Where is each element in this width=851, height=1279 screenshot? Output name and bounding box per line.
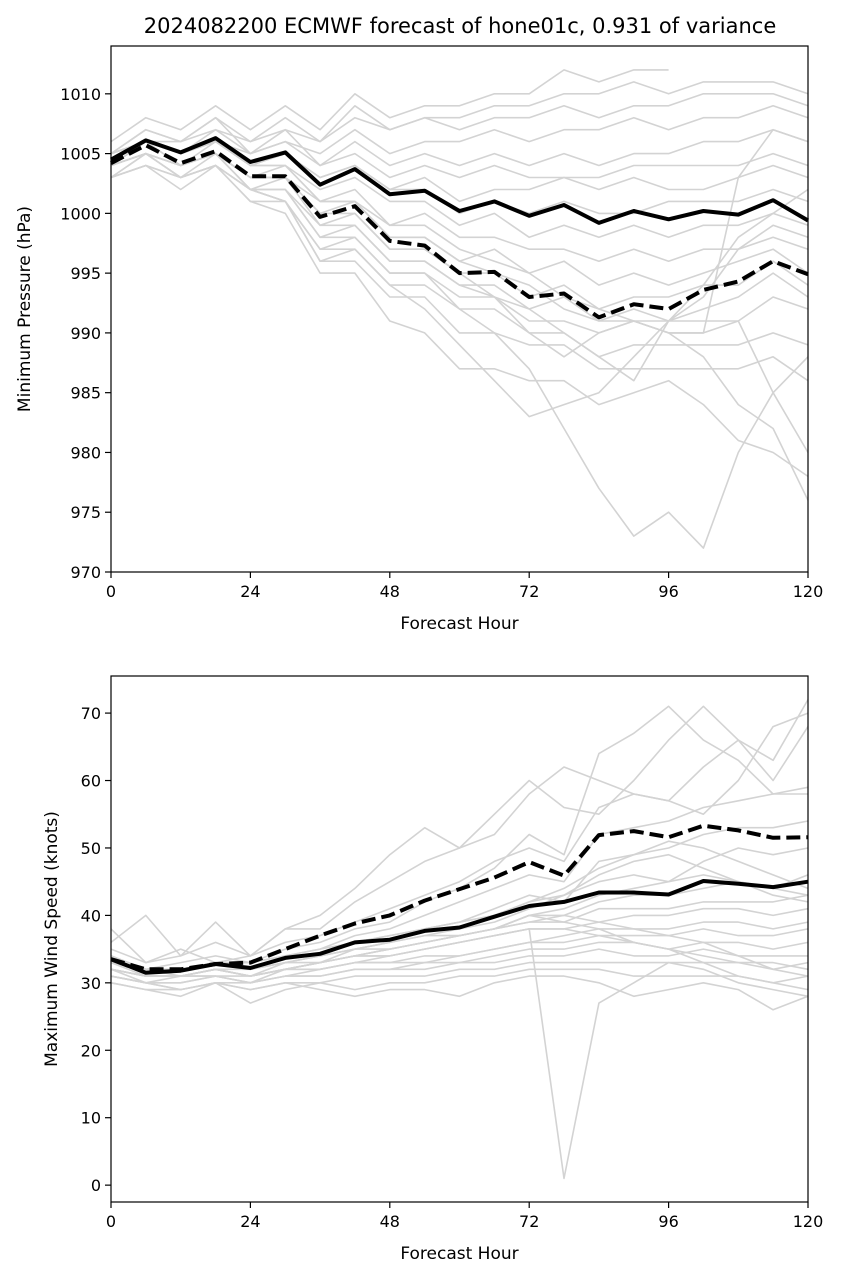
- pressure-dashed-line: [110, 143, 809, 320]
- wind-ensemble-member-2: [110, 712, 809, 957]
- pressure-y-tick-label: 970: [70, 563, 101, 582]
- wind-y-tick-label: 30: [81, 974, 101, 993]
- pressure-ensemble-member-3: [110, 93, 809, 155]
- wind-ensemble-member-14: [110, 948, 808, 984]
- wind-ticks: 0 24 48 72 96 120 0 10 20 30 40 50 60 70: [81, 704, 824, 1231]
- wind-y-tick-label: 60: [81, 772, 101, 791]
- pressure-y-tick-label: 1005: [60, 145, 101, 164]
- pressure-x-tick-label: 72: [519, 582, 539, 601]
- pressure-x-tick-label: 120: [793, 582, 824, 601]
- wind-x-tick-label: 0: [106, 1212, 116, 1231]
- pressure-x-tick-label: 96: [658, 582, 678, 601]
- wind-x-axis-label: Forecast Hour: [400, 1244, 518, 1264]
- pressure-x-tick-label: 48: [380, 582, 400, 601]
- wind-dashed-line: [110, 823, 809, 972]
- wind-ensemble-member-4: [110, 699, 809, 964]
- wind-y-tick-label: 70: [81, 704, 101, 723]
- pressure-y-tick-label: 990: [70, 324, 101, 343]
- wind-y-tick-label: 40: [81, 906, 101, 925]
- pressure-ensemble-member-17: [110, 164, 809, 478]
- wind-y-tick-label: 10: [81, 1109, 101, 1128]
- wind-x-tick-label: 48: [380, 1212, 400, 1231]
- pressure-ensemble-member-19: [110, 140, 809, 549]
- pressure-axes-frame: [110, 45, 809, 573]
- pressure-y-tick-label: 1000: [60, 204, 101, 223]
- pressure-ticks: 0 24 48 72 96 120 970 975 980 985 990 995 1000 1005 10…: [60, 85, 823, 601]
- pressure-y-tick-label: 980: [70, 443, 101, 462]
- pressure-y-axis-label: Minimum Pressure (hPa): [15, 206, 35, 412]
- wind-x-tick-label: 72: [519, 1212, 539, 1231]
- wind-y-axis-label: Maximum Wind Speed (knots): [42, 811, 62, 1067]
- pressure-ensemble-member-5: [110, 116, 809, 167]
- pressure-y-tick-label: 995: [70, 264, 101, 283]
- pressure-x-axis-label: Forecast Hour: [400, 614, 518, 634]
- pressure-mean-line: [110, 136, 810, 225]
- wind-mean-line: [110, 879, 809, 975]
- pressure-x-tick-label: 24: [240, 582, 260, 601]
- pressure-series: [110, 69, 810, 549]
- wind-y-tick-label: 20: [81, 1041, 101, 1060]
- wind-x-tick-label: 96: [658, 1212, 678, 1231]
- wind-ensemble-member-23: [110, 840, 809, 971]
- pressure-ensemble-member-1: [110, 69, 669, 143]
- wind-ensemble-member-16: [110, 968, 809, 1004]
- wind-ensemble-member-24: [110, 874, 809, 977]
- wind-series: [110, 699, 809, 1180]
- wind-ensemble-member-17: [110, 975, 809, 1011]
- pressure-x-tick-label: 0: [106, 582, 116, 601]
- wind-y-tick-label: 50: [81, 839, 101, 858]
- pressure-y-tick-label: 975: [70, 503, 101, 522]
- pressure-panel: 0 24 48 72 96 120 970 975 980 985 990 995 1000 1005 10…: [15, 45, 823, 634]
- pressure-ensemble-member-23: [110, 140, 809, 453]
- wind-x-tick-label: 120: [793, 1212, 824, 1231]
- wind-axes-frame: [110, 675, 809, 1203]
- pressure-ensemble-member-4: [110, 105, 809, 167]
- figure-title: 2024082200 ECMWF forecast of hone01c, 0.…: [144, 14, 777, 38]
- pressure-ensemble-member-2: [110, 81, 809, 155]
- wind-plot-area: [111, 676, 808, 1202]
- wind-panel: 0 24 48 72 96 120 0 10 20 30 40 50 60 70 Forecast Hou…: [42, 675, 824, 1264]
- wind-x-tick-label: 24: [240, 1212, 260, 1231]
- pressure-y-tick-label: 1010: [60, 85, 101, 104]
- wind-y-tick-label: 0: [91, 1176, 101, 1195]
- wind-ensemble-member-21: [110, 928, 809, 1180]
- pressure-y-tick-label: 985: [70, 384, 101, 403]
